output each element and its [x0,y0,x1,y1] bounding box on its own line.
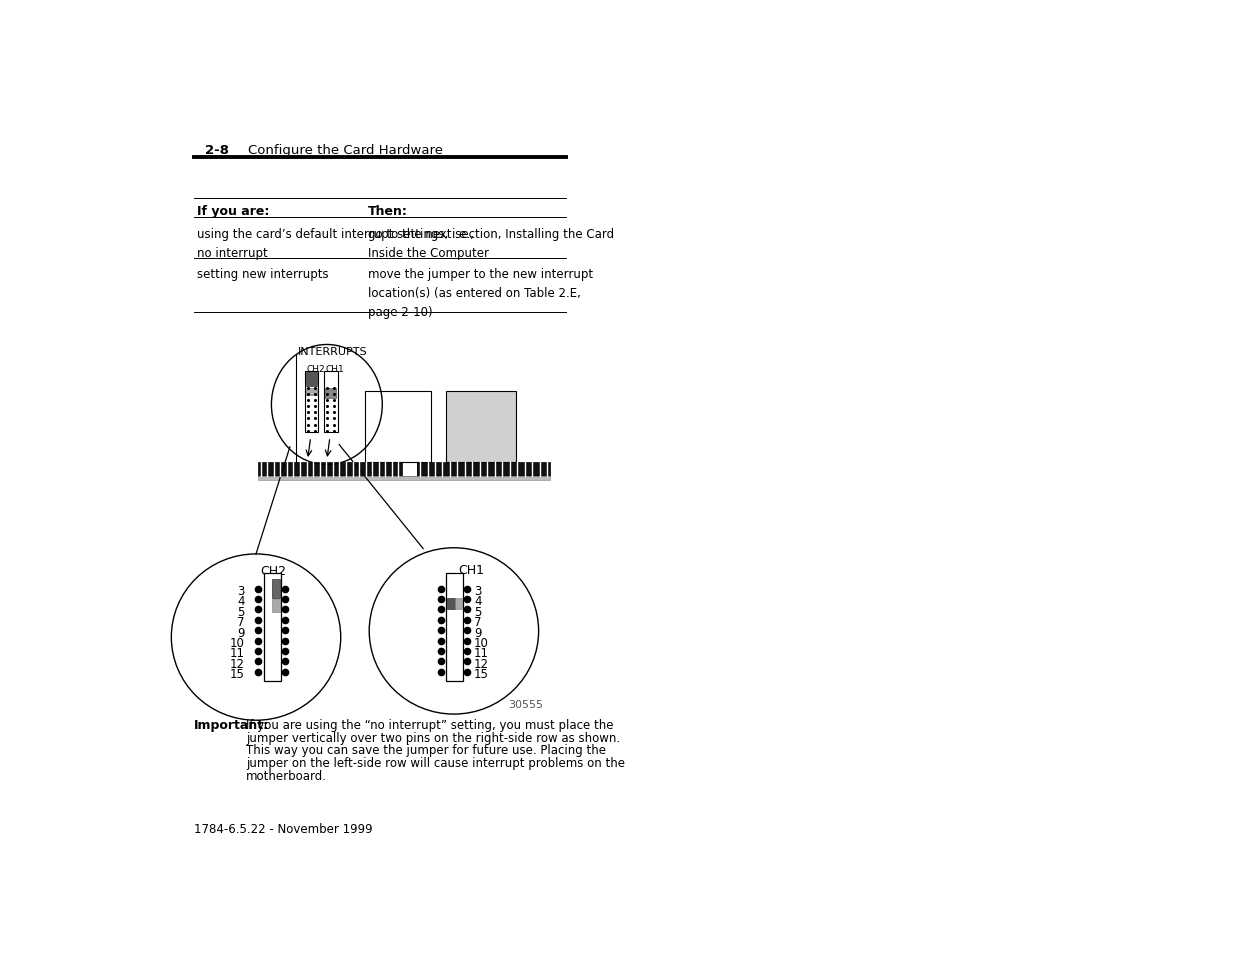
Bar [366,392,431,462]
Text: CH2: CH2 [259,564,285,578]
Text: Then:: Then: [368,205,408,218]
Text: 9: 9 [237,626,245,639]
Bar [447,598,454,609]
Text: 9: 9 [474,626,482,639]
Text: 11: 11 [474,647,489,659]
Bar [258,463,401,476]
Bar [306,373,317,387]
Text: Important:: Important: [194,719,269,731]
Text: CH2: CH2 [306,365,325,375]
Text: 3: 3 [237,584,245,598]
Text: CH1: CH1 [458,563,484,577]
Text: INTERRUPTS: INTERRUPTS [299,347,368,356]
Text: 5: 5 [237,605,245,618]
Text: using the card’s default interrupt settings, i.e.,
no interrupt: using the card’s default interrupt setti… [196,228,473,260]
Bar [446,392,515,462]
Text: jumper on the left-side row will cause interrupt problems on the: jumper on the left-side row will cause i… [246,757,625,769]
Text: move the jumper to the new interrupt
location(s) (as entered on Table 2.E,
page : move the jumper to the new interrupt loc… [368,268,593,319]
Text: 7: 7 [474,616,482,628]
Text: 2-8: 2-8 [205,144,230,156]
Text: 30555: 30555 [508,699,543,709]
Text: go to the next section, Installing the Card
Inside the Computer: go to the next section, Installing the C… [368,228,614,260]
Bar [272,579,280,598]
Text: 15: 15 [474,667,489,680]
Text: motherboard.: motherboard. [246,769,327,781]
Bar [325,388,336,399]
Text: 5: 5 [474,605,482,618]
Bar [324,372,337,433]
Bar [305,372,319,433]
Bar [417,463,550,476]
Text: 7: 7 [237,616,245,628]
Bar [264,574,280,681]
Bar [446,574,463,681]
Text: setting new interrupts: setting new interrupts [196,268,329,281]
Bar [454,598,462,609]
Text: CH1: CH1 [325,365,345,375]
Text: 10: 10 [474,637,489,649]
Text: 12: 12 [230,657,245,670]
Text: This way you can save the jumper for future use. Placing the: This way you can save the jumper for fut… [246,743,606,757]
Text: If you are using the “no interrupt” setting, you must place the: If you are using the “no interrupt” sett… [246,719,614,731]
Text: If you are:: If you are: [196,205,269,218]
Text: 1784-6.5.22 - November 1999: 1784-6.5.22 - November 1999 [194,822,372,835]
Text: jumper vertically over two pins on the right-side row as shown.: jumper vertically over two pins on the r… [246,731,620,744]
Text: 3: 3 [474,584,482,598]
Text: Configure the Card Hardware: Configure the Card Hardware [247,144,442,156]
Text: 10: 10 [230,637,245,649]
Bar [401,463,417,476]
Text: 4: 4 [474,595,482,608]
Text: 15: 15 [230,667,245,680]
Text: 12: 12 [474,657,489,670]
Bar [306,388,317,395]
Bar [258,476,550,480]
Text: 4: 4 [237,595,245,608]
Text: 11: 11 [230,647,245,659]
Bar [272,599,280,612]
